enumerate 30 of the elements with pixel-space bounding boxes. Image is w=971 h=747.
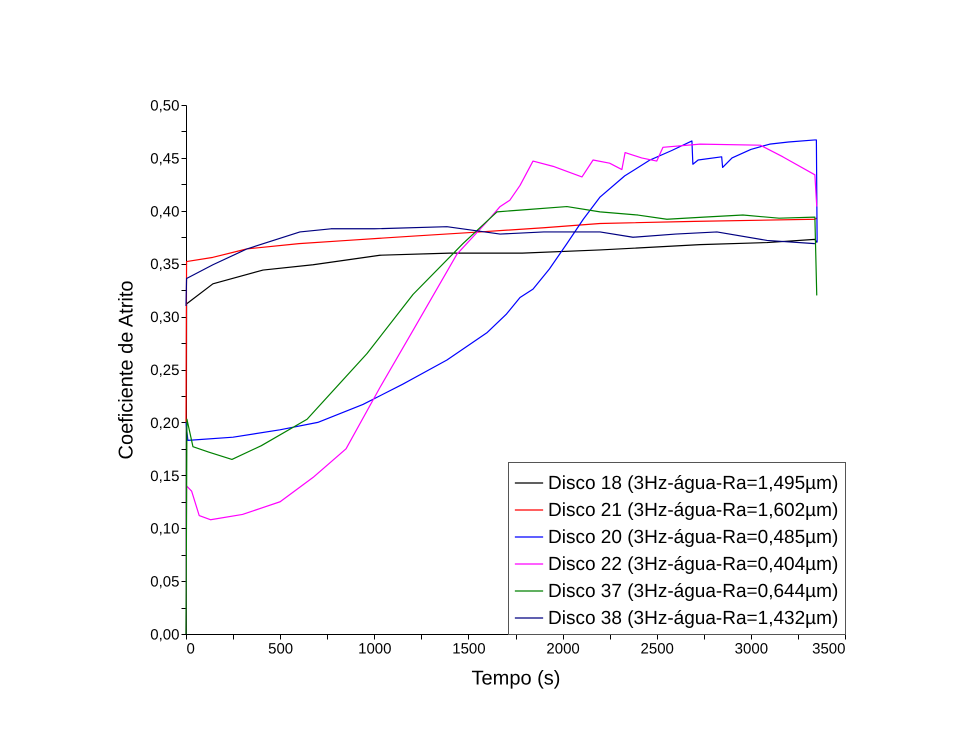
- line-series: [185, 139, 818, 441]
- y-axis-title: Coeficiente de Atrito: [115, 280, 138, 460]
- x-tick-label: 1000: [358, 640, 392, 658]
- legend-label: Disco 20 (3Hz-água-Ra=0,485µm): [548, 527, 838, 548]
- x-tick-label: 3500: [812, 640, 846, 658]
- y-tick-label: 0,10: [150, 520, 180, 538]
- y-tick-label: 0,05: [150, 574, 180, 591]
- x-tick-label: 2500: [640, 640, 674, 658]
- line-series: [185, 226, 816, 307]
- x-tick-label: 0: [186, 640, 195, 658]
- legend-label: Disco 22 (3Hz-água-Ra=0,404µm): [548, 554, 838, 575]
- y-tick-label: 0,25: [150, 362, 180, 379]
- legend-label: Disco 38 (3Hz-água-Ra=1,432µm): [548, 608, 838, 629]
- y-tick-label: 0,35: [150, 256, 180, 274]
- x-axis-title: Tempo (s): [472, 668, 560, 690]
- y-tick-label: 0,50: [150, 98, 180, 114]
- y-tick-label: 0,40: [150, 203, 180, 220]
- legend-label: Disco 18 (3Hz-água-Ra=1,495µm): [548, 473, 838, 494]
- y-tick-label: 0,45: [150, 150, 180, 168]
- y-tick-label: 0,00: [150, 626, 180, 644]
- x-tick-label: 2000: [546, 640, 580, 658]
- x-tick-label: 500: [268, 640, 294, 658]
- y-tick-label: 0,30: [150, 309, 180, 326]
- y-tick-label: 0,15: [150, 468, 180, 485]
- y-tick-label: 0,20: [150, 414, 180, 432]
- line-series: [185, 218, 818, 423]
- x-tick-label: 3000: [734, 640, 768, 658]
- legend-label: Disco 37 (3Hz-água-Ra=0,644µm): [548, 581, 838, 602]
- x-tick-label: 1500: [452, 640, 486, 658]
- legend-label: Disco 21 (3Hz-água-Ra=1,602µm): [548, 500, 838, 521]
